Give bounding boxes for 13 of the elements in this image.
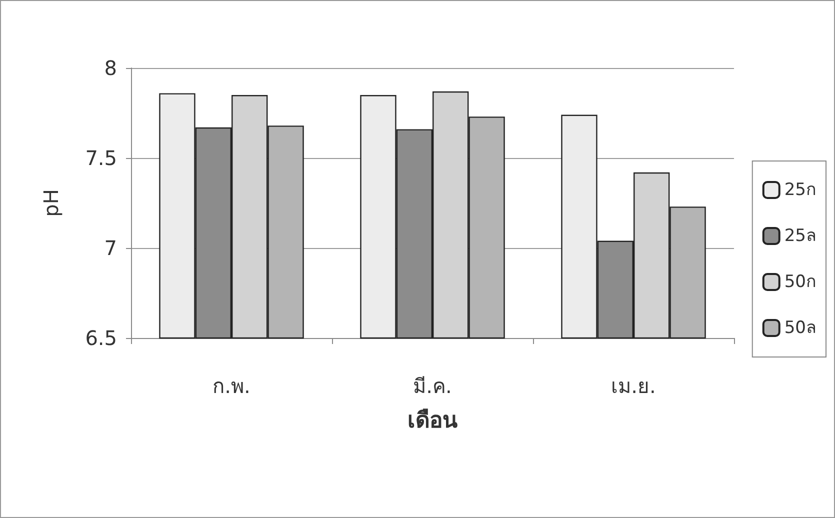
- x-tick-label: เม.ย.: [611, 374, 656, 398]
- y-tick-label: 6.5: [85, 326, 117, 350]
- y-axis-title: pH: [39, 189, 63, 217]
- legend-label: 50ล: [784, 318, 816, 338]
- legend-label: 50ก: [784, 272, 816, 292]
- y-tick-label: 7: [104, 236, 117, 260]
- y-tick-label: 7.5: [85, 146, 117, 170]
- y-tick-label: 8: [104, 56, 117, 80]
- legend-label: 25ล: [784, 226, 816, 246]
- x-axis-title: เดือน: [408, 408, 458, 434]
- x-tick-label: มี.ค.: [413, 374, 452, 398]
- x-tick-label: ก.พ.: [212, 374, 250, 398]
- legend-label: 25ก: [784, 180, 816, 200]
